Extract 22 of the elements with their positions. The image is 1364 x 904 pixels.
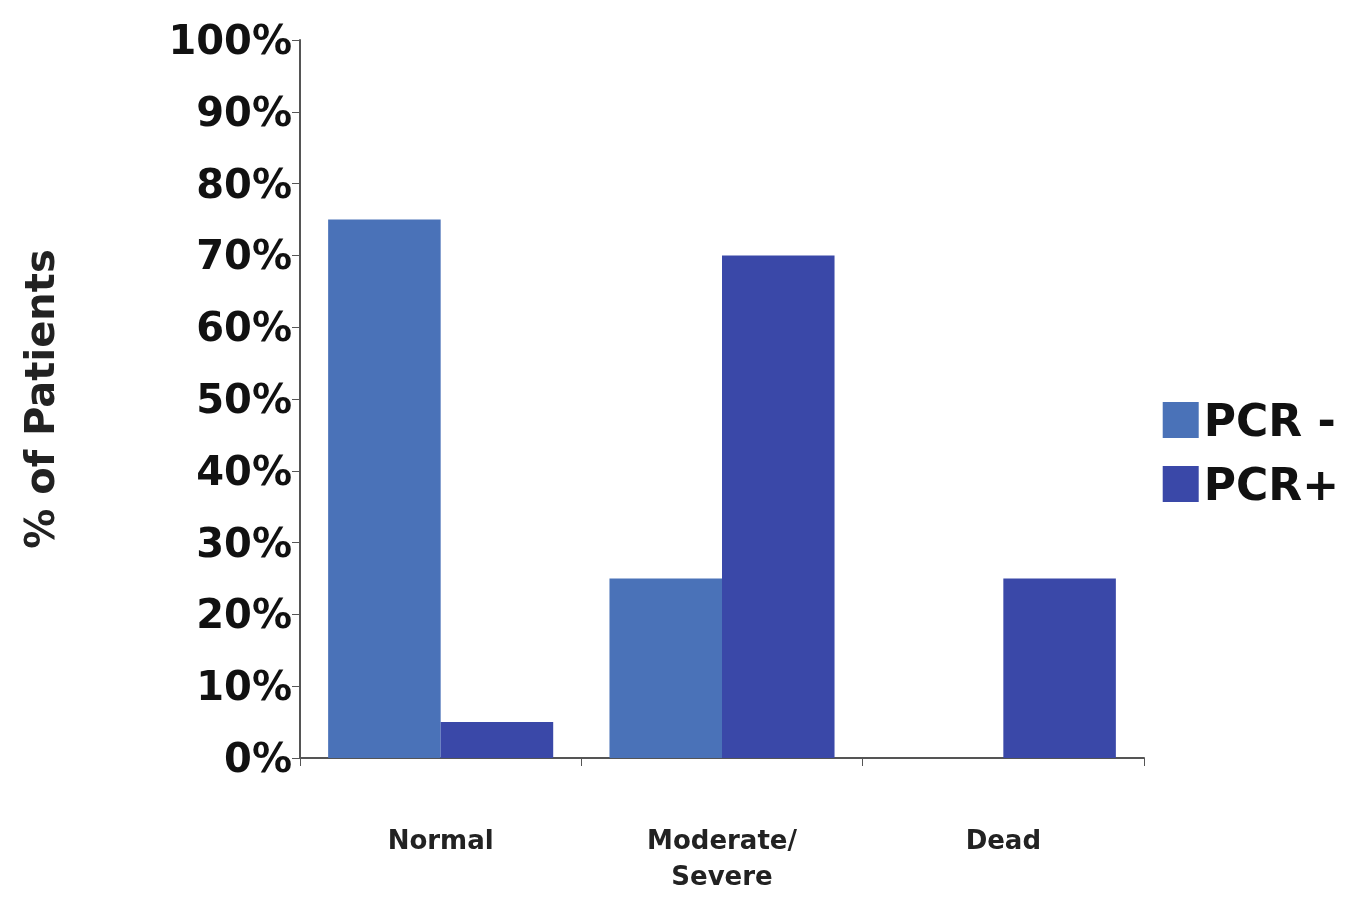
y-tick-label: 10% [196,663,292,710]
y-tick-label: 0% [224,735,292,781]
legend-label: PCR+ [1203,458,1340,510]
x-tick-label: Moderate/ Severe [647,825,798,891]
y-tick-label: 90% [196,88,292,135]
bar [1003,578,1116,758]
bar [440,722,554,758]
y-tick-label: 70% [196,232,292,279]
y-tick-label: 30% [196,519,292,566]
y-tick-label: 60% [196,304,292,351]
y-tick-label: 100% [168,17,292,63]
y-tick-label: 40% [196,447,292,494]
bar [722,255,835,758]
y-axis-title: % of Patients [17,249,63,549]
legend-label: PCR - [1203,394,1336,446]
y-tick-label: 20% [196,591,292,638]
y-tick-label: 50% [196,376,292,422]
bar [609,578,722,758]
x-tick-label: Dead [965,825,1042,855]
x-tick-label: Normal [387,825,494,855]
bar [328,219,441,758]
y-tick-label: 80% [196,160,292,207]
